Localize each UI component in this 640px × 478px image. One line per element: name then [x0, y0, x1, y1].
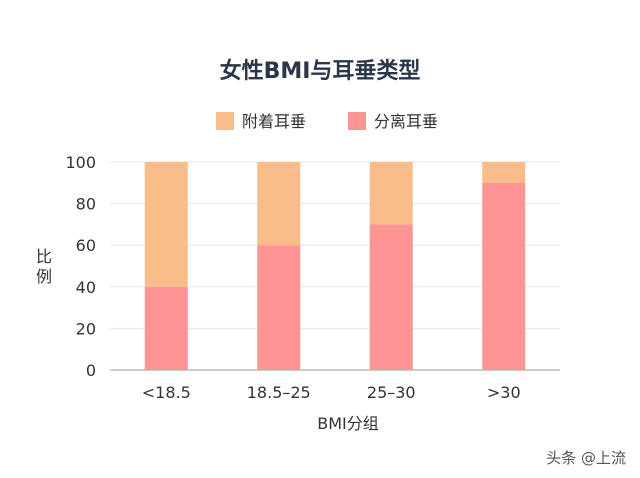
legend-swatch-attached — [216, 112, 234, 130]
y-tick-label: 0 — [86, 361, 96, 380]
legend-swatch-detached — [348, 112, 366, 130]
legend: 附着耳垂 分离耳垂 — [216, 112, 438, 131]
legend-label-detached: 分离耳垂 — [374, 112, 438, 131]
x-axis: <18.5 18.5–25 25–30 >30 — [142, 383, 521, 402]
y-axis: 0 20 40 60 80 100 — [65, 153, 96, 380]
x-tick-label: 18.5–25 — [247, 383, 311, 402]
legend-label-attached: 附着耳垂 — [242, 112, 306, 131]
x-tick-label: 25–30 — [367, 383, 416, 402]
bar-detached-2 — [369, 224, 413, 370]
bars — [144, 162, 526, 370]
bar-detached-3 — [482, 182, 526, 370]
bar-detached-1 — [257, 245, 301, 370]
y-tick-label: 40 — [76, 278, 96, 297]
x-tick-label: <18.5 — [142, 383, 191, 402]
bar-attached-2 — [369, 162, 413, 225]
bar-attached-3 — [482, 162, 526, 183]
y-tick-label: 100 — [65, 153, 96, 172]
watermark: 头条 @上流 — [546, 449, 626, 467]
bar-detached-0 — [144, 286, 188, 370]
y-tick-label: 20 — [76, 319, 96, 338]
y-axis-title: 比例 — [36, 247, 52, 286]
bar-attached-0 — [144, 162, 188, 287]
chart-title: 女性BMI与耳垂类型 — [220, 58, 421, 84]
x-tick-label: >30 — [487, 383, 521, 402]
y-tick-label: 60 — [76, 236, 96, 255]
x-axis-title: BMI分组 — [317, 414, 379, 433]
bar-attached-1 — [257, 162, 301, 246]
y-tick-label: 80 — [76, 195, 96, 214]
